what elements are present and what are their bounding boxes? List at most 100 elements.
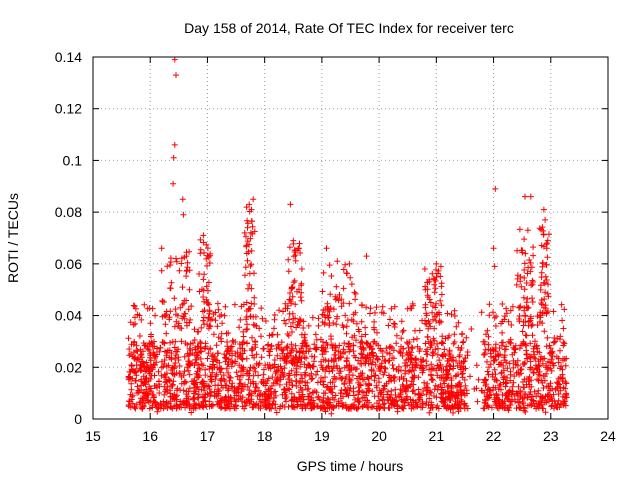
data-point: [448, 356, 455, 363]
data-point: [299, 375, 306, 382]
data-point: [141, 301, 148, 308]
data-point: [246, 281, 253, 288]
data-point: [555, 397, 562, 404]
y-tick-label: 0.08: [55, 204, 82, 220]
data-point: [147, 350, 154, 357]
data-point: [225, 345, 232, 352]
data-point: [358, 338, 365, 345]
data-point: [237, 393, 244, 400]
data-point: [495, 386, 502, 393]
data-point: [198, 324, 205, 331]
data-point: [302, 340, 309, 346]
data-point: [141, 364, 148, 371]
data-point: [178, 338, 185, 345]
data-point: [291, 253, 297, 260]
data-point: [247, 398, 254, 405]
data-point: [178, 255, 185, 262]
data-point: [243, 316, 250, 323]
data-point: [182, 340, 189, 347]
data-point: [457, 364, 464, 371]
data-point: [350, 385, 357, 392]
data-point: [154, 345, 161, 352]
data-point: [148, 331, 155, 338]
data-point: [544, 237, 551, 244]
data-point: [343, 330, 350, 337]
data-point: [423, 310, 430, 317]
x-tick-label: 18: [257, 428, 273, 444]
data-point: [407, 359, 414, 365]
data-point: [435, 345, 441, 352]
data-point: [521, 384, 528, 391]
data-point: [426, 395, 433, 402]
data-point: [550, 339, 557, 346]
data-point: [155, 405, 162, 412]
data-point: [170, 180, 177, 187]
y-tick-label: 0.1: [63, 152, 83, 168]
data-point: [289, 360, 296, 367]
data-point: [536, 225, 543, 232]
data-point: [132, 314, 138, 321]
data-point: [343, 374, 350, 380]
data-point: [326, 262, 333, 269]
data-point: [521, 407, 528, 414]
data-point: [128, 380, 135, 387]
data-point: [474, 398, 481, 405]
data-point: [435, 365, 442, 372]
data-point: [147, 357, 154, 364]
data-point: [557, 347, 563, 354]
data-point: [385, 322, 392, 329]
data-point: [217, 405, 224, 411]
data-point: [324, 400, 331, 407]
data-point: [200, 380, 206, 387]
data-point: [526, 401, 533, 408]
data-point: [360, 345, 367, 352]
data-point: [201, 307, 208, 314]
data-point: [215, 392, 222, 399]
data-point: [207, 323, 214, 330]
data-point: [521, 267, 528, 273]
data-point: [389, 362, 396, 368]
data-point: [522, 408, 529, 415]
y-axis-label: ROTI / TECUs: [5, 193, 21, 283]
data-point: [260, 366, 267, 373]
data-point: [299, 401, 306, 408]
data-point: [482, 400, 489, 407]
data-point: [554, 385, 560, 392]
data-point: [559, 375, 566, 381]
data-point: [518, 366, 525, 373]
data-point: [530, 252, 537, 259]
data-point: [276, 381, 283, 388]
data-point: [158, 372, 165, 379]
data-point: [289, 319, 296, 326]
data-point: [410, 374, 417, 381]
data-point: [542, 289, 549, 296]
data-point: [162, 321, 169, 328]
data-point: [503, 359, 510, 366]
data-point: [538, 399, 545, 406]
data-point: [416, 391, 423, 398]
data-point: [481, 405, 488, 412]
data-point: [206, 403, 213, 410]
data-point: [337, 368, 344, 375]
data-point: [428, 372, 435, 379]
data-point: [223, 330, 230, 337]
data-point: [405, 344, 412, 351]
data-point: [459, 339, 466, 346]
data-point: [251, 294, 258, 301]
data-point: [138, 351, 145, 358]
data-point: [432, 382, 439, 389]
data-point: [198, 348, 205, 355]
x-tick-label: 24: [600, 428, 616, 444]
data-point: [212, 309, 219, 316]
data-point: [291, 394, 298, 401]
data-point: [147, 320, 154, 327]
data-point: [373, 405, 380, 412]
data-point: [299, 342, 306, 349]
data-point: [517, 303, 524, 310]
data-point: [329, 379, 336, 386]
data-point: [507, 307, 514, 314]
data-point: [322, 390, 329, 397]
data-point: [125, 402, 132, 408]
data-point: [529, 299, 536, 305]
data-point: [539, 259, 546, 266]
